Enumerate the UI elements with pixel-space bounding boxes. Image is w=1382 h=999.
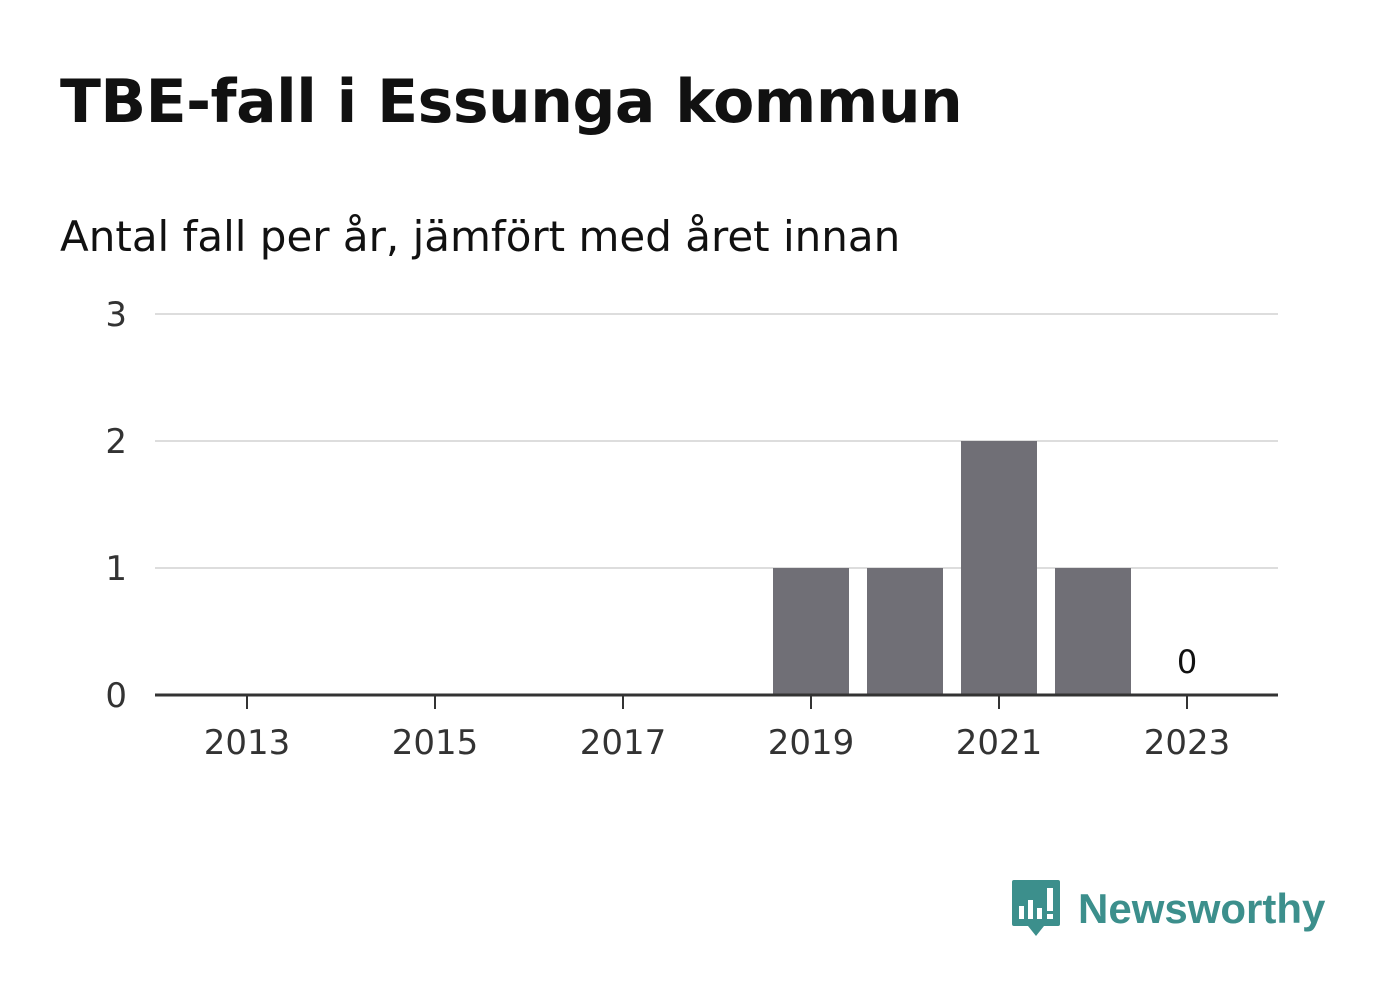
y-tick-label: 1 <box>105 549 127 589</box>
chart-title: TBE-fall i Essunga kommun <box>60 67 963 137</box>
y-tick-label: 2 <box>105 422 127 462</box>
x-tick-label: 2017 <box>580 723 667 763</box>
data-labels: 0 <box>1177 643 1197 681</box>
x-tick-label: 2013 <box>204 723 291 763</box>
data-label: 0 <box>1177 643 1197 681</box>
x-tick-label: 2023 <box>1144 723 1231 763</box>
y-tick-label: 3 <box>105 295 127 335</box>
bars <box>773 441 1131 695</box>
x-tick-label: 2019 <box>768 723 855 763</box>
x-axis-ticks: 2013 2015 2017 2019 2021 2023 <box>204 695 1231 763</box>
bar-2022 <box>1055 568 1131 695</box>
gridlines <box>155 313 1278 569</box>
newsworthy-logo-icon <box>1012 880 1060 936</box>
bar-2020 <box>867 568 943 695</box>
bar-2019 <box>773 568 849 695</box>
x-tick-label: 2021 <box>956 723 1043 763</box>
brand-name: Newsworthy <box>1078 885 1326 932</box>
chart-subtitle: Antal fall per år, jämfört med året inna… <box>60 212 901 261</box>
y-axis-ticks: 0 1 2 3 <box>105 295 127 716</box>
x-tick-label: 2015 <box>392 723 479 763</box>
y-tick-label: 0 <box>105 676 127 716</box>
bar-2021 <box>961 441 1037 695</box>
newsworthy-logo[interactable]: Newsworthy <box>1010 878 1325 940</box>
